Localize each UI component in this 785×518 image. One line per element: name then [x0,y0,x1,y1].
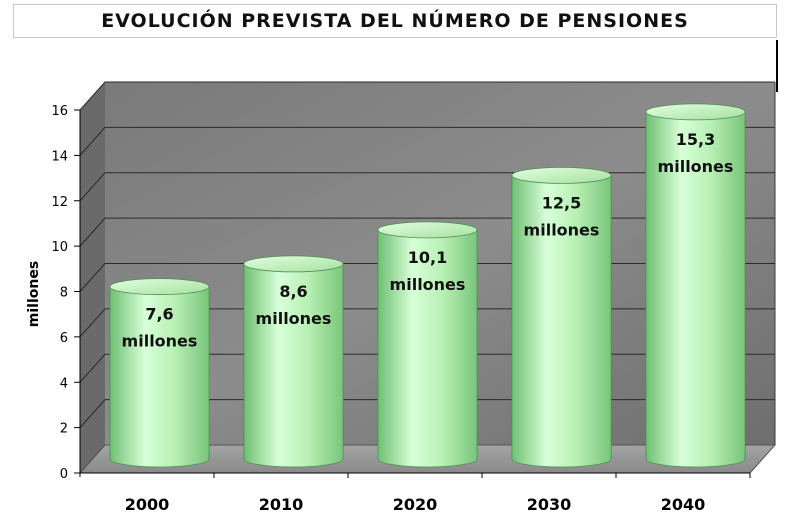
y-tick-label: 16 [51,104,68,119]
bar-2040 [645,103,746,468]
y-tick-label: 8 [60,286,68,301]
bar-2030 [511,167,612,468]
bar-2020 [377,221,478,468]
y-tick-label: 10 [51,240,68,255]
bar-2000 [109,278,210,468]
x-category-label: 2020 [393,495,438,514]
data-label-value: 8,6 [279,282,307,301]
y-axis-title: millones [26,261,42,327]
data-label-unit: millones [658,157,734,176]
bar-body [645,111,746,468]
data-label-value: 12,5 [542,193,581,212]
y-tick-label: 2 [60,422,68,437]
data-label-value: 15,3 [676,130,715,149]
gridline [79,81,775,111]
data-label-unit: millones [256,309,332,328]
frame-edge [776,40,778,92]
bar-cap [511,167,612,184]
bar-body [377,229,478,468]
bar-cap [109,278,210,295]
bar-body [243,263,344,468]
y-tick-label: 12 [51,195,68,210]
data-label-unit: millones [390,275,466,294]
x-category-label: 2030 [527,495,572,514]
data-label-unit: millones [122,332,198,351]
y-tick-label: 0 [60,467,68,482]
bar-2010 [243,255,344,468]
chart-title: EVOLUCIÓN PREVISTA DEL NÚMERO DE PENSION… [13,4,777,38]
x-category-label: 2010 [259,495,304,514]
y-tick-label: 4 [60,376,68,391]
data-label-value: 7,6 [145,305,173,324]
data-label-value: 10,1 [408,248,447,267]
data-label-unit: millones [524,220,600,239]
y-tick-label: 14 [51,149,68,164]
x-category-label: 2040 [661,495,706,514]
x-category-label: 2000 [125,495,170,514]
gridline [79,126,775,156]
bar-cap [377,221,478,239]
bar-cap [243,255,344,273]
y-tick-label: 6 [60,331,68,346]
bar-cap [645,103,746,121]
bar-body [511,175,612,468]
bar-body [109,286,210,468]
